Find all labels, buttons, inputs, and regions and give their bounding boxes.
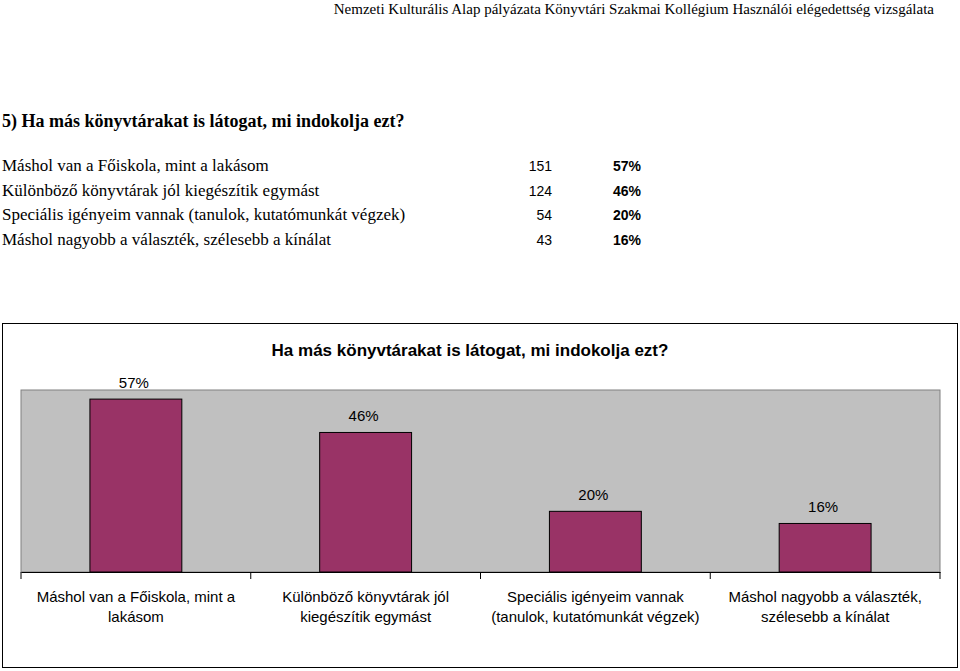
row-label: Speciális igényeim vannak (tanulok, kuta…: [2, 205, 405, 224]
bars: [90, 399, 871, 572]
tick-label-line: Különböző könyvtárak jól: [282, 588, 449, 605]
data-label: 16%: [808, 498, 838, 515]
separator: [250, 572, 251, 579]
table-row: Máshol nagyobb a választék, szélesebb a …: [2, 230, 642, 249]
table-row: Máshol van a Főiskola, mint a lakásom 151…: [2, 156, 642, 175]
axis-line: [22, 572, 941, 573]
question: 5) Ha más könyvtárakat is látogat, mi in…: [2, 111, 405, 132]
row-count: 43: [536, 232, 552, 248]
tick: Különböző könyvtárak jól kiegészítik egym…: [282, 572, 449, 625]
row-percent: 20%: [613, 207, 642, 223]
tick: Máshol nagyobb a választék, szélesebb a k…: [728, 572, 921, 625]
row-count: 54: [536, 207, 552, 223]
page-header: Nemzeti Kulturális Alap pályázata Könyvt…: [334, 1, 935, 17]
tick-label-line: szélesebb a kínálat: [761, 608, 890, 625]
table-row: Speciális igényeim vannak (tanulok, kuta…: [2, 205, 642, 224]
bar: [779, 523, 871, 572]
bar: [320, 432, 412, 572]
page: Nemzeti Kulturális Alap pályázata Könyvt…: [0, 0, 960, 671]
x-axis: Máshol van a Főiskola, mint a lakásom Külö…: [22, 572, 941, 625]
row-percent: 46%: [613, 183, 642, 199]
row-percent: 16%: [613, 232, 642, 248]
separator: [710, 572, 711, 579]
table-row: Különböző könyvtárak jól kiegészítik egy…: [2, 181, 642, 200]
tick-label-line: Máshol van a Főiskola, mint a: [37, 588, 236, 605]
separator: [940, 572, 941, 579]
tick-label-line: kiegészítik egymást: [300, 608, 432, 625]
chart-title: Ha más könyvtárakat is látogat, mi indok…: [272, 341, 669, 360]
tick-label-line: (tanulok, kutatómunkát végzek): [491, 608, 699, 625]
data-label: 46%: [349, 407, 379, 424]
tick-label-line: lakásom: [108, 608, 164, 625]
row-label: Máshol van a Főiskola, mint a lakásom: [2, 156, 269, 175]
separator: [480, 572, 481, 579]
separator: [21, 572, 22, 579]
bar: [90, 399, 182, 572]
data-labels: 57% 46% 20% 16%: [119, 374, 838, 515]
chart-frame: [3, 324, 958, 668]
row-count: 151: [529, 158, 553, 174]
tick: Speciális igényeim vannak (tanulok, kutat…: [491, 572, 699, 625]
data-label: 57%: [119, 374, 149, 391]
tick-label: Különböző könyvtárak jól kiegészítik egym…: [282, 588, 449, 625]
row-label: Máshol nagyobb a választék, szélesebb a …: [2, 230, 331, 249]
tick-label-line: Speciális igényeim vannak: [507, 588, 684, 605]
tick-label: Speciális igényeim vannak (tanulok, kutat…: [491, 588, 699, 625]
data-label: 20%: [578, 486, 608, 503]
plot-area: [21, 390, 940, 572]
tick-label: Máshol van a Főiskola, mint a lakásom: [37, 588, 236, 625]
tick-label: Máshol nagyobb a választék, szélesebb a k…: [728, 588, 921, 625]
tick-label-line: Máshol nagyobb a választék,: [728, 588, 921, 605]
row-percent: 57%: [613, 158, 642, 174]
tick: Máshol van a Főiskola, mint a lakásom: [37, 572, 236, 625]
row-label: Különböző könyvtárak jól kiegészítik egy…: [2, 181, 320, 200]
category-separators: [21, 572, 940, 579]
bar: [549, 511, 641, 572]
row-count: 124: [529, 183, 553, 199]
